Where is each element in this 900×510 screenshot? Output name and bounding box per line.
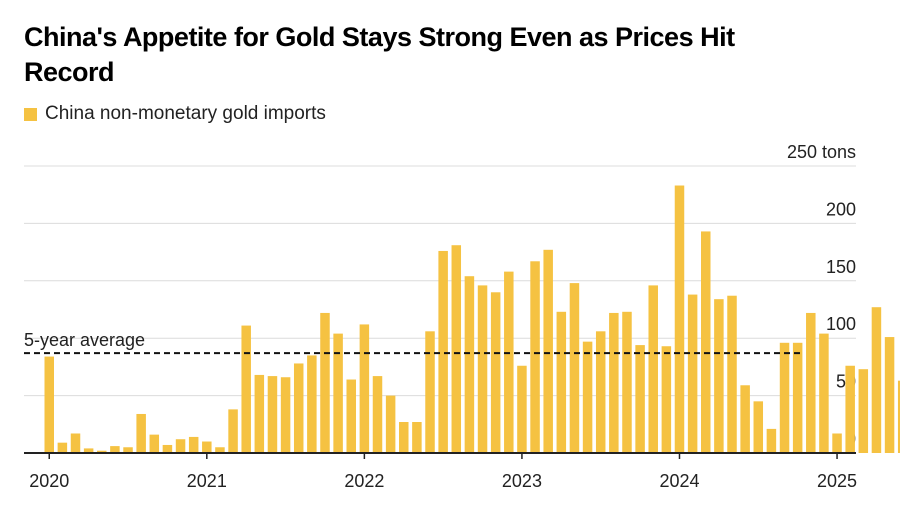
bar [254, 374, 265, 453]
bar [819, 333, 829, 453]
x-tick-label: 2024 [659, 471, 699, 491]
x-tick-label: 2021 [187, 471, 227, 491]
bar [425, 331, 435, 453]
bar [858, 369, 869, 453]
bar [385, 395, 396, 453]
legend-swatch [24, 107, 37, 121]
bar [517, 365, 527, 453]
bar [57, 442, 68, 453]
bar [595, 331, 606, 453]
x-tick-label: 2023 [502, 471, 542, 491]
chart-title: China's Appetite for Gold Stays Strong E… [24, 22, 735, 87]
bar [228, 409, 238, 453]
bar [582, 341, 593, 453]
bar [412, 422, 422, 453]
bar [293, 363, 304, 453]
bar [438, 250, 448, 453]
bar [687, 294, 698, 453]
bar [806, 312, 816, 453]
bar [110, 446, 120, 453]
bar [44, 356, 54, 453]
x-tick-label: 2020 [29, 471, 69, 491]
legend: China non-monetary gold imports [24, 102, 326, 126]
bar [661, 346, 672, 453]
bar [280, 377, 291, 453]
bar [123, 447, 133, 453]
bar [609, 312, 619, 453]
bar [792, 342, 803, 453]
bar [307, 355, 317, 453]
bar [779, 342, 790, 453]
bar [83, 448, 94, 453]
bar [740, 385, 750, 453]
bar [766, 428, 777, 453]
bar [897, 380, 900, 453]
bar [727, 295, 737, 453]
bar [845, 365, 855, 453]
y-tick-label: 100 [826, 314, 856, 334]
y-tick-label: 200 [826, 199, 856, 219]
average-line-label: 5-year average [24, 330, 145, 350]
bar [97, 450, 107, 453]
bar [674, 185, 685, 454]
bar [490, 292, 501, 453]
bar [333, 333, 343, 453]
bar [451, 245, 462, 453]
bar [149, 434, 160, 453]
bar [884, 337, 895, 453]
bar [399, 422, 409, 453]
bar [372, 376, 383, 453]
bar [215, 447, 225, 453]
bar [622, 311, 632, 453]
bar [543, 249, 553, 453]
bar [477, 285, 488, 453]
bar [530, 261, 540, 453]
y-tick-label: 250 tons [787, 142, 856, 162]
bar [504, 271, 514, 453]
legend-label: China non-monetary gold imports [45, 103, 326, 124]
y-tick-label: 150 [826, 257, 856, 277]
bar [714, 299, 724, 453]
bar [188, 436, 199, 453]
bar [871, 307, 882, 453]
bar [464, 276, 475, 453]
bar [701, 231, 711, 453]
bar [175, 439, 186, 453]
bar [162, 444, 173, 453]
bar [346, 379, 356, 453]
bar [202, 441, 212, 453]
bar [753, 401, 764, 453]
bar [320, 312, 330, 453]
bar [136, 413, 146, 453]
bar [359, 324, 370, 453]
bar [832, 433, 842, 453]
bar [569, 283, 580, 453]
bar [635, 345, 645, 453]
bar [556, 311, 567, 453]
x-tick-label: 2025 [817, 471, 857, 491]
bar [70, 433, 81, 453]
bar [267, 376, 278, 453]
bar [241, 325, 251, 453]
bar [648, 285, 658, 453]
x-tick-label: 2022 [344, 471, 384, 491]
